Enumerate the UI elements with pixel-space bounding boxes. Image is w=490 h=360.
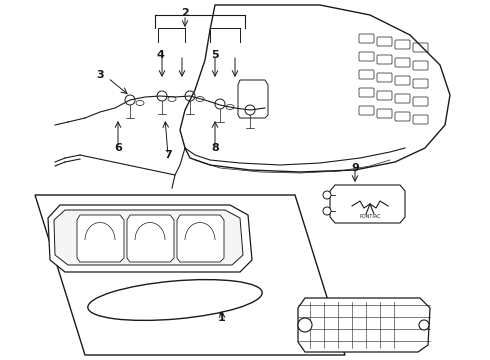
Text: 7: 7 xyxy=(164,150,172,160)
Text: 1: 1 xyxy=(218,313,226,323)
Text: PONTIAC: PONTIAC xyxy=(359,213,381,219)
Polygon shape xyxy=(180,5,450,172)
Polygon shape xyxy=(48,205,252,272)
Circle shape xyxy=(323,191,331,199)
Circle shape xyxy=(323,207,331,215)
Polygon shape xyxy=(35,195,345,355)
Text: 5: 5 xyxy=(211,50,219,60)
Circle shape xyxy=(298,318,312,332)
Polygon shape xyxy=(298,298,430,352)
Polygon shape xyxy=(330,185,405,223)
Text: 2: 2 xyxy=(181,8,189,18)
Text: 3: 3 xyxy=(96,70,104,80)
Polygon shape xyxy=(54,210,243,265)
Polygon shape xyxy=(127,215,174,262)
Circle shape xyxy=(419,320,429,330)
Polygon shape xyxy=(177,215,224,262)
Text: 9: 9 xyxy=(351,163,359,173)
Text: 4: 4 xyxy=(156,50,164,60)
Text: 6: 6 xyxy=(114,143,122,153)
Text: 8: 8 xyxy=(211,143,219,153)
Polygon shape xyxy=(238,80,268,118)
Polygon shape xyxy=(77,215,124,262)
